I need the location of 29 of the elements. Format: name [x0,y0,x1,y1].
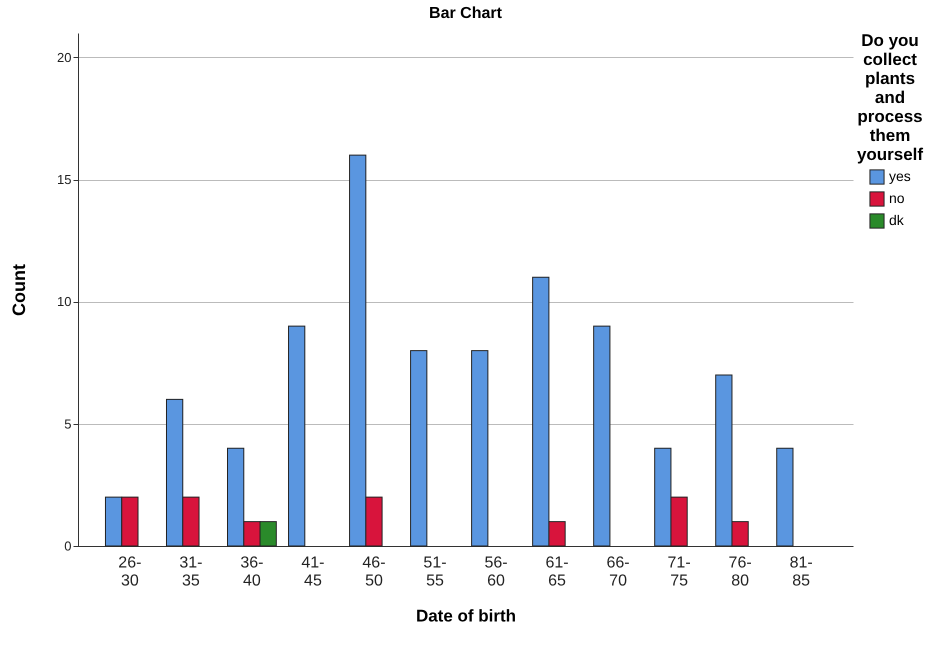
bar [471,350,488,546]
bar [410,350,428,546]
y-tick-label: 20 [57,50,72,65]
x-tick-label: 56-60 [484,554,508,590]
x-tick-label: 46-50 [362,554,386,590]
x-tick-label: 36-40 [240,554,264,590]
y-tick-label: 10 [57,294,72,310]
x-tick-label: 81-85 [790,554,813,590]
x-axis-title: Date of birth [416,606,516,626]
x-tick-label: 71-75 [668,554,691,590]
y-tick-label: 15 [57,172,72,188]
x-tick-label: 61-65 [545,554,569,590]
legend-label: dk [889,212,905,228]
bar [288,326,306,546]
x-tick-label: 76-80 [728,554,752,590]
legend-title: Do you collect plants and process them yourself [856,31,924,164]
x-tick-label: 26-30 [118,554,142,590]
x-tick-label: 51-55 [423,554,447,590]
y-tick-label: 0 [64,538,72,554]
bar [593,326,610,546]
chart-title: Bar Chart [429,5,503,22]
x-tick-label: 31-35 [179,554,202,590]
y-axis-title: Count [9,264,30,316]
x-tick-label: 66-70 [606,554,630,590]
legend-label: yes [889,168,911,184]
legend-label: no [889,190,905,206]
bar [776,448,794,546]
y-tick-label: 5 [64,416,72,432]
x-tick-label: 41-45 [301,554,325,590]
